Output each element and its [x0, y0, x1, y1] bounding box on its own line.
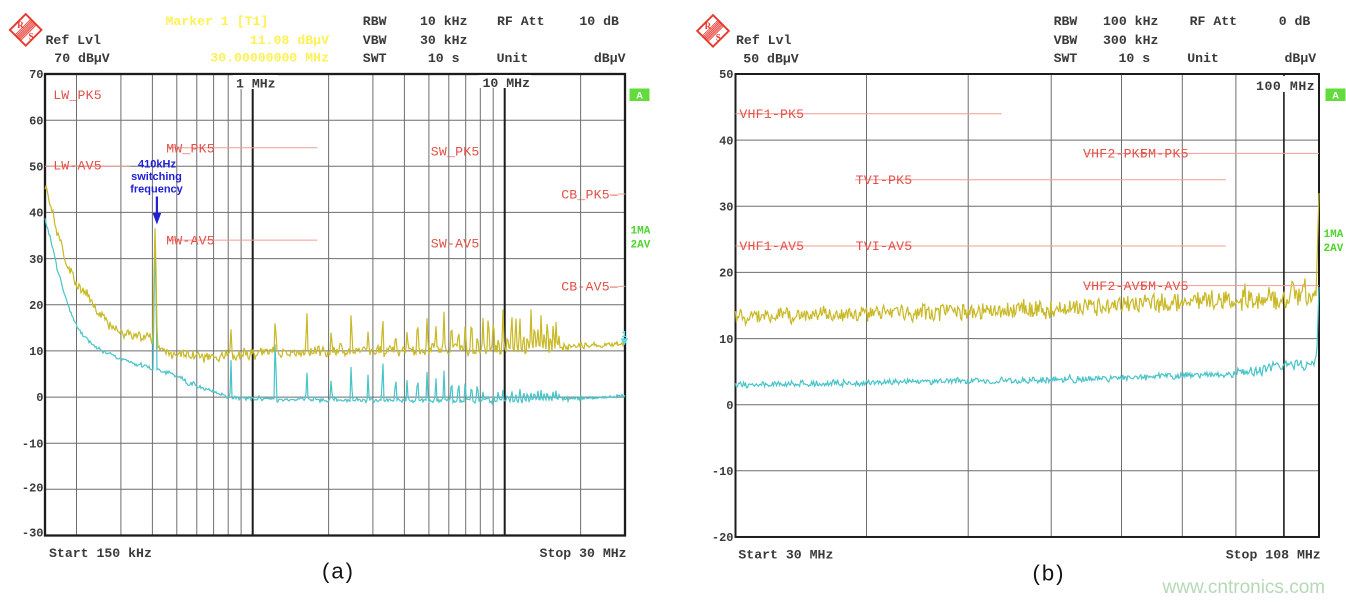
svg-text:RBW: RBW [1054, 14, 1078, 29]
svg-text:dBµV: dBµV [594, 51, 626, 66]
svg-text:30: 30 [719, 201, 733, 215]
svg-text:CB_PK5—: CB_PK5— [561, 187, 618, 202]
svg-text:30: 30 [29, 253, 43, 267]
svg-text:-30: -30 [22, 527, 44, 541]
svg-text:20: 20 [719, 267, 733, 281]
svg-text:20: 20 [29, 299, 43, 313]
svg-text:R: R [17, 20, 24, 30]
svg-text:SWT: SWT [1054, 51, 1078, 66]
svg-text:VHF2-PK5: VHF2-PK5 [1083, 147, 1148, 162]
svg-text:dBµV: dBµV [1285, 51, 1317, 66]
svg-text:MW_PK5: MW_PK5 [166, 141, 215, 156]
svg-text:11.08 dBµV: 11.08 dBµV [250, 33, 329, 48]
svg-text:S: S [29, 32, 34, 42]
svg-text:300 kHz: 300 kHz [1103, 33, 1158, 48]
svg-text:0: 0 [726, 399, 733, 413]
svg-text:TVI-PK5: TVI-PK5 [856, 173, 913, 188]
svg-text:CB-AV5—: CB-AV5— [561, 280, 618, 295]
svg-text:FM-AV5: FM-AV5 [1140, 279, 1189, 294]
svg-text:30 kHz: 30 kHz [420, 33, 467, 48]
svg-text:-20: -20 [22, 482, 44, 496]
svg-text:1MA: 1MA [1324, 229, 1344, 241]
svg-text:TVI-AV5: TVI-AV5 [856, 239, 913, 254]
svg-text:10 s: 10 s [428, 51, 460, 66]
svg-text:1: 1 [622, 330, 628, 340]
svg-text:2AV: 2AV [1324, 243, 1344, 255]
svg-text:-10: -10 [22, 437, 44, 451]
svg-text:www.cntronics.com: www.cntronics.com [1162, 577, 1326, 598]
svg-text:SWT: SWT [363, 51, 387, 66]
svg-text:RBW: RBW [363, 14, 387, 29]
svg-text:10 MHz: 10 MHz [483, 76, 530, 91]
svg-text:70: 70 [29, 68, 43, 82]
svg-text:A: A [1332, 91, 1339, 102]
svg-text:50: 50 [719, 68, 733, 82]
svg-text:A: A [636, 91, 643, 102]
svg-text:60: 60 [29, 114, 43, 128]
svg-text:1MA: 1MA [631, 226, 651, 238]
svg-text:100 kHz: 100 kHz [1103, 14, 1158, 29]
svg-text:VBW: VBW [1054, 33, 1078, 48]
svg-text:10: 10 [29, 345, 43, 359]
svg-text:FM-PK5: FM-PK5 [1140, 147, 1189, 162]
svg-text:410kHz: 410kHz [138, 159, 176, 171]
svg-text:1 MHz: 1 MHz [236, 77, 276, 92]
svg-text:VBW: VBW [363, 33, 387, 48]
svg-text:VHF1-AV5: VHF1-AV5 [739, 239, 804, 254]
svg-text:Unit: Unit [1187, 51, 1219, 66]
svg-text:frequency: frequency [130, 183, 183, 195]
svg-text:Start 30 MHz: Start 30 MHz [738, 548, 833, 563]
svg-text:Ref Lvl: Ref Lvl [736, 33, 791, 48]
svg-text:0: 0 [36, 391, 43, 405]
svg-text:10 s: 10 s [1119, 51, 1151, 66]
svg-text:0 dB: 0 dB [1279, 14, 1311, 29]
svg-text:2AV: 2AV [631, 240, 651, 252]
svg-text:-10: -10 [712, 465, 734, 479]
svg-text:10 kHz: 10 kHz [420, 14, 467, 29]
svg-text:Marker 1 [T1]: Marker 1 [T1] [166, 14, 269, 29]
svg-text:(b): (b) [1033, 561, 1066, 586]
svg-text:Ref Lvl: Ref Lvl [46, 33, 101, 48]
svg-text:50: 50 [29, 161, 43, 175]
svg-text:VHF1-PK5: VHF1-PK5 [739, 107, 804, 122]
svg-text:Unit: Unit [497, 51, 529, 66]
svg-text:Stop 108 MHz: Stop 108 MHz [1226, 548, 1321, 563]
svg-text:Stop 30 MHz: Stop 30 MHz [540, 546, 627, 561]
svg-text:-20: -20 [712, 531, 734, 545]
svg-text:VHF2-AV5: VHF2-AV5 [1083, 279, 1148, 294]
svg-text:LW_PK5: LW_PK5 [53, 88, 102, 103]
svg-text:SW-AV5: SW-AV5 [431, 236, 480, 251]
svg-text:RF Att: RF Att [497, 14, 544, 29]
svg-text:switching: switching [131, 171, 182, 183]
svg-text:MW-AV5: MW-AV5 [166, 234, 215, 249]
svg-text:LW-AV5: LW-AV5 [53, 159, 102, 174]
svg-text:(a): (a) [322, 559, 355, 584]
svg-text:40: 40 [29, 207, 43, 221]
svg-text:Start 150 kHz: Start 150 kHz [49, 546, 152, 561]
svg-text:30.00000000 MHz: 30.00000000 MHz [210, 51, 329, 66]
svg-text:S: S [716, 33, 721, 43]
svg-text:70 dBµV: 70 dBµV [54, 51, 109, 66]
svg-text:R: R [705, 21, 712, 31]
svg-text:RF Att: RF Att [1190, 14, 1237, 29]
svg-text:40: 40 [719, 134, 733, 148]
svg-text:SW_PK5: SW_PK5 [431, 145, 480, 160]
svg-text:10 dB: 10 dB [579, 14, 619, 29]
svg-text:100 MHz: 100 MHz [1256, 79, 1315, 94]
svg-text:10: 10 [719, 333, 733, 347]
svg-text:50 dBµV: 50 dBµV [743, 52, 798, 67]
